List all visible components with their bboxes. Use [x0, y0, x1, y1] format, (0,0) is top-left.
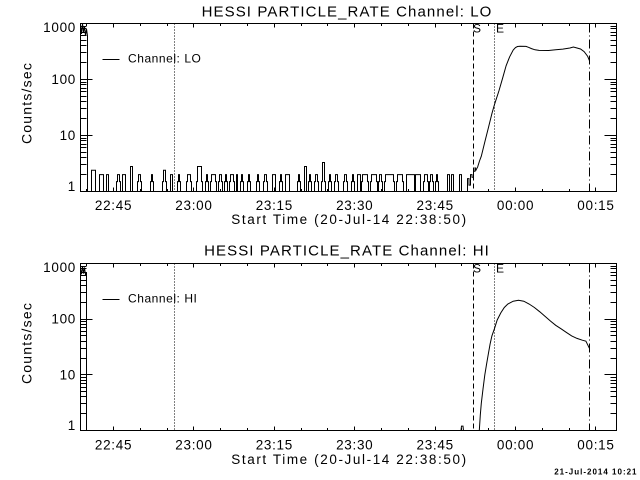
- svg-text:10: 10: [60, 128, 76, 143]
- svg-text:00:00: 00:00: [497, 438, 534, 453]
- svg-text:S: S: [473, 262, 481, 276]
- svg-text:Channel: LO: Channel: LO: [128, 52, 201, 66]
- svg-text:1000: 1000: [43, 20, 76, 35]
- svg-text:S: S: [473, 22, 481, 36]
- svg-text:Counts/sec: Counts/sec: [19, 62, 35, 144]
- svg-text:HESSI PARTICLE_RATE Channel: H: HESSI PARTICLE_RATE Channel: HI: [204, 243, 490, 260]
- svg-text:1: 1: [68, 418, 76, 433]
- svg-text:E: E: [496, 262, 504, 276]
- svg-text:100: 100: [51, 312, 76, 327]
- svg-text:Counts/sec: Counts/sec: [19, 302, 35, 384]
- svg-text:1000: 1000: [43, 260, 76, 275]
- svg-text:23:45: 23:45: [417, 438, 454, 453]
- svg-text:23:15: 23:15: [256, 438, 293, 453]
- svg-text:Start Time (20-Jul-14 22:38:50: Start Time (20-Jul-14 22:38:50): [231, 212, 467, 227]
- svg-text:HESSI PARTICLE_RATE Channel: L: HESSI PARTICLE_RATE Channel: LO: [202, 4, 493, 21]
- svg-text:23:00: 23:00: [175, 198, 212, 213]
- svg-text:22:45: 22:45: [95, 198, 132, 213]
- svg-text:23:15: 23:15: [256, 198, 293, 213]
- svg-text:22:45: 22:45: [95, 438, 132, 453]
- svg-text:23:30: 23:30: [336, 198, 373, 213]
- svg-text:23:30: 23:30: [336, 438, 373, 453]
- svg-text:Channel: HI: Channel: HI: [128, 292, 197, 306]
- svg-text:00:15: 00:15: [577, 438, 614, 453]
- svg-text:Start Time (20-Jul-14 22:38:50: Start Time (20-Jul-14 22:38:50): [231, 452, 467, 467]
- svg-text:E: E: [496, 22, 504, 36]
- svg-text:00:00: 00:00: [497, 198, 534, 213]
- svg-text:1: 1: [68, 179, 76, 194]
- svg-text:10: 10: [60, 367, 76, 382]
- svg-text:23:45: 23:45: [417, 198, 454, 213]
- svg-text:23:00: 23:00: [175, 438, 212, 453]
- svg-text:21-Jul-2014 10:21: 21-Jul-2014 10:21: [554, 468, 637, 477]
- svg-text:00:15: 00:15: [577, 198, 614, 213]
- svg-text:100: 100: [51, 72, 76, 87]
